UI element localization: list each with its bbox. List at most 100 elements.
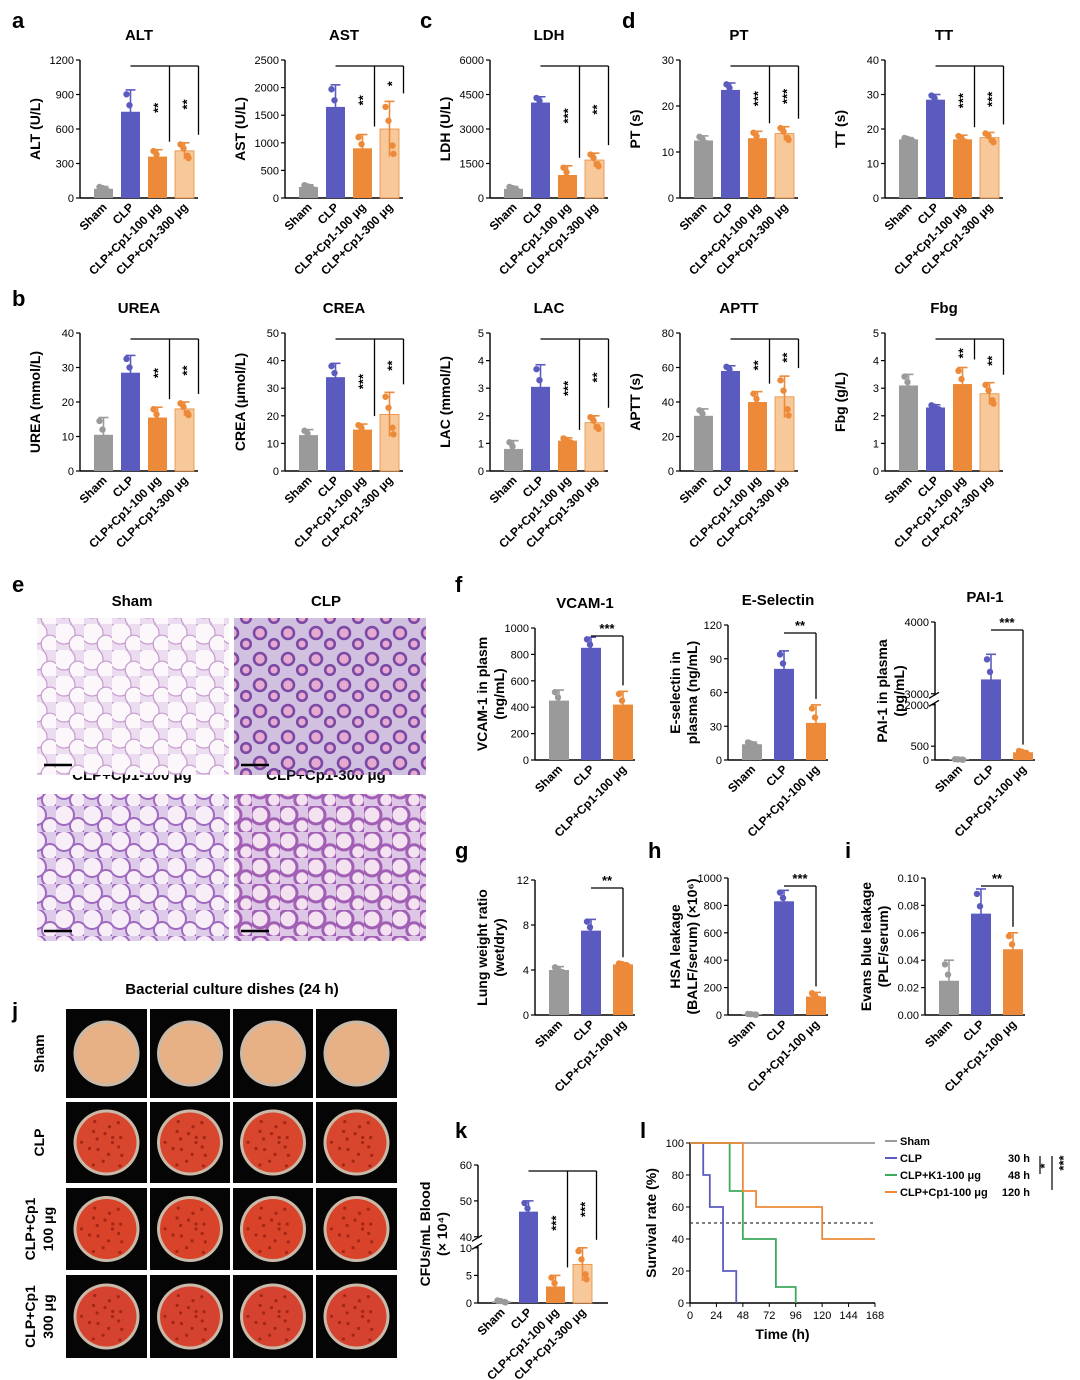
data-point (811, 992, 819, 999)
axis-break-mark (928, 699, 940, 707)
panel-letter-f: f (455, 572, 463, 597)
data-point (981, 932, 989, 940)
y-tick-label: 600 (511, 676, 529, 688)
sig-label: ** (985, 355, 1000, 366)
data-point (309, 436, 316, 444)
data-point (509, 443, 516, 450)
data-point (618, 697, 626, 704)
colony (357, 1125, 362, 1129)
bar-clp-cp1-100-g (148, 156, 167, 198)
y-tick-label: 2 (478, 411, 484, 423)
colony (118, 1250, 122, 1255)
data-point (514, 187, 521, 195)
colony (285, 1222, 289, 1226)
colony (254, 1146, 258, 1151)
data-point (990, 400, 997, 407)
bar-clp-cp1-300-g (979, 137, 1000, 199)
colony (345, 1223, 349, 1228)
y-tick-label: 0.00 (898, 1010, 919, 1022)
colony (111, 1222, 115, 1226)
colony (179, 1234, 184, 1238)
data-point (563, 169, 570, 176)
sig-label: * (1037, 1163, 1052, 1169)
colony (345, 1137, 349, 1141)
colony (277, 1309, 281, 1314)
y-tick-label: 4 (478, 356, 484, 368)
x-tick-label: CLP (570, 1017, 597, 1044)
y-tick-label: 0 (716, 1010, 722, 1022)
data-point (575, 1247, 582, 1255)
colony (91, 1337, 95, 1341)
sig-label: *** (999, 615, 1015, 630)
y-tick-label: 3000 (460, 124, 484, 136)
sig-label: ** (151, 102, 166, 113)
chart-hsa: 0 200 400 600 800 1000 HSA leakage (BALF/serum)… (667, 871, 828, 1095)
sig-label: ** (780, 352, 795, 363)
sig-label: ** (795, 618, 806, 633)
bar-sham (549, 970, 569, 1015)
y-tick-label: 400 (511, 702, 529, 714)
colony (246, 1314, 250, 1318)
y-tick-label: 12 (517, 875, 529, 887)
colony (341, 1129, 346, 1134)
bar-clp (721, 89, 740, 198)
x-tick-label: Sham (677, 200, 710, 233)
colony (106, 1239, 111, 1243)
data-point (586, 924, 594, 931)
y-tick-label: 200 (511, 729, 529, 741)
colony (269, 1306, 274, 1310)
y-tick-label: 0.02 (898, 983, 919, 995)
colony (262, 1147, 267, 1152)
data-point (385, 404, 392, 411)
data-point (389, 424, 396, 431)
colony (190, 1239, 194, 1243)
sig-label: *** (792, 871, 808, 886)
data-point (336, 123, 343, 130)
colony (91, 1163, 95, 1167)
data-point (904, 378, 911, 386)
x-tick-label: Sham (487, 200, 520, 233)
y-tick-label: 10 (267, 438, 279, 450)
data-point (559, 969, 567, 977)
colony (202, 1135, 206, 1140)
data-point (309, 185, 316, 193)
colony (262, 1234, 267, 1238)
colony (346, 1147, 350, 1152)
colony (175, 1337, 179, 1341)
chart-title: UREA (118, 300, 161, 317)
bar-clp-cp1-100-g (748, 138, 767, 198)
chart-title: E-Selectin (742, 592, 815, 609)
data-point (554, 965, 562, 973)
data-point (335, 116, 342, 124)
data-point (126, 364, 133, 371)
y-tick-label: 50 (267, 328, 279, 340)
data-point (521, 1199, 528, 1207)
bar-clp-cp1-100-g (558, 440, 577, 471)
y-tick-label: 0 (68, 193, 74, 205)
data-point (328, 86, 335, 93)
y-tick-label: 40 (460, 1232, 472, 1244)
data-point (615, 690, 623, 698)
data-point (509, 184, 516, 192)
data-point (582, 1271, 589, 1278)
bar-sham (299, 435, 318, 471)
colony (254, 1233, 258, 1237)
axis-break-gap (472, 1238, 606, 1247)
data-point (963, 139, 970, 147)
y-tick-label: 30 (867, 90, 879, 102)
data-point (389, 142, 396, 149)
colony (259, 1206, 263, 1210)
colony (116, 1295, 120, 1299)
data-point (1013, 960, 1021, 968)
colony (274, 1211, 278, 1215)
x-tick-label: 144 (839, 1310, 857, 1322)
data-point (958, 375, 965, 383)
data-point (123, 91, 130, 98)
colony (201, 1250, 206, 1255)
colony (337, 1320, 342, 1325)
colony (370, 1240, 374, 1244)
chart-title: PAI-1 (966, 589, 1003, 606)
colony (119, 1309, 123, 1314)
